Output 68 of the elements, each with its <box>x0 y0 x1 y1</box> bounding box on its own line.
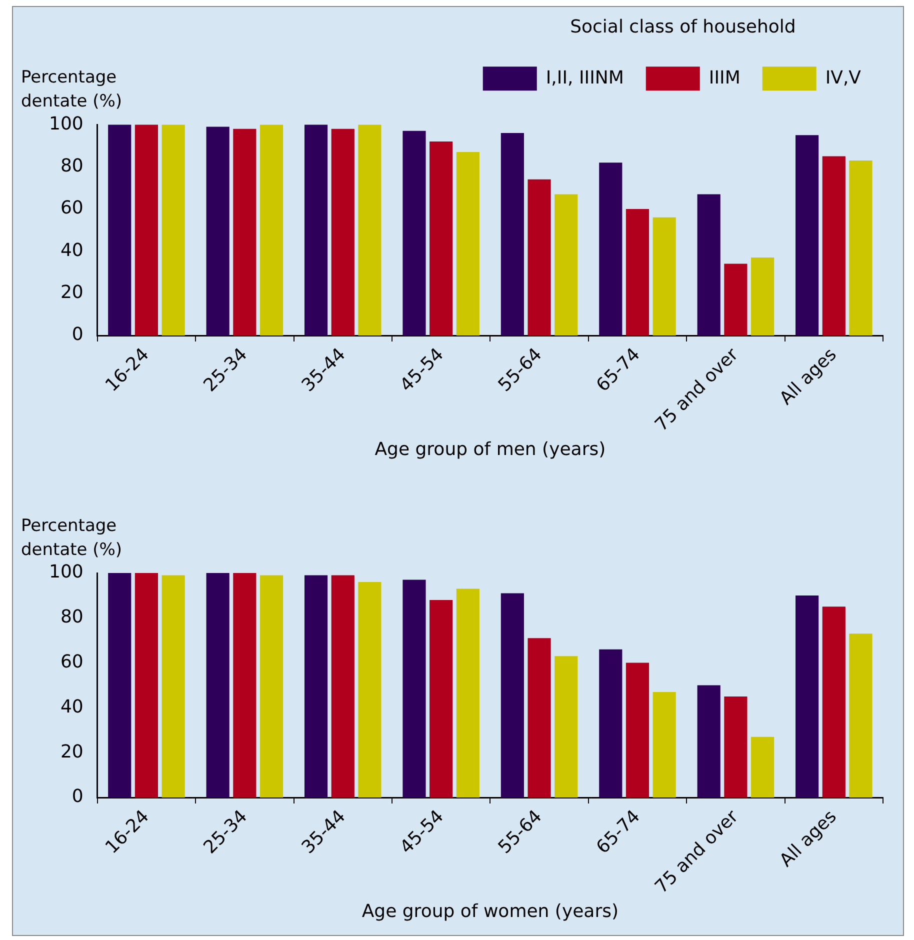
bar <box>697 685 720 798</box>
bar <box>750 257 774 336</box>
y-tick-label: 20 <box>60 741 84 762</box>
bar <box>456 152 480 336</box>
bar <box>750 736 774 798</box>
y-tick-label: 0 <box>72 786 84 808</box>
bar <box>599 162 622 336</box>
bar <box>331 575 354 798</box>
bar <box>206 126 230 336</box>
bar <box>402 580 426 798</box>
bar <box>500 593 524 798</box>
bar <box>528 179 551 336</box>
bar <box>430 600 453 798</box>
bar <box>796 595 819 798</box>
bar <box>822 156 846 336</box>
bar <box>233 573 256 798</box>
y-tick-label: 60 <box>60 651 84 672</box>
bar <box>108 573 132 798</box>
bar <box>402 130 426 336</box>
bar <box>331 128 354 336</box>
y-tick-label: 100 <box>48 113 84 134</box>
bar <box>162 575 185 798</box>
bar <box>554 194 578 336</box>
bar <box>724 264 748 336</box>
bar <box>652 217 676 336</box>
bar <box>796 135 819 336</box>
bar <box>697 194 720 336</box>
bar <box>554 656 578 798</box>
y-axis-title: Percentage dentate (%) <box>21 68 122 112</box>
bar <box>233 128 256 336</box>
y-tick-label: 60 <box>60 198 84 219</box>
bar <box>528 638 551 798</box>
bar <box>652 692 676 798</box>
bar <box>358 124 382 336</box>
y-tick-label: 40 <box>60 240 84 261</box>
legend-label: IV,V <box>825 67 862 88</box>
x-axis-title: Age group of men (years) <box>374 438 606 460</box>
legend-title: Social class of household <box>570 16 796 38</box>
bar <box>134 573 158 798</box>
legend-label: IIIM <box>708 67 740 88</box>
bar <box>430 141 453 336</box>
bar <box>304 124 328 336</box>
bar <box>599 649 622 798</box>
y-tick-label: 80 <box>60 155 84 176</box>
bar <box>206 573 230 798</box>
x-axis-title: Age group of women (years) <box>362 900 619 922</box>
bar <box>849 634 872 798</box>
bar <box>162 124 185 336</box>
bar <box>260 124 284 336</box>
bar <box>108 124 132 336</box>
bar <box>456 588 480 798</box>
bar <box>260 575 284 798</box>
bar <box>849 160 872 336</box>
bar <box>724 696 748 798</box>
legend-label: I,II, IIINM <box>546 67 624 88</box>
bar <box>134 124 158 336</box>
y-tick-label: 0 <box>72 324 84 346</box>
y-axis-title: Percentage dentate (%) <box>21 516 122 560</box>
y-tick-label: 100 <box>48 562 84 583</box>
y-tick-label: 20 <box>60 282 84 303</box>
bar <box>626 208 650 336</box>
bar <box>304 575 328 798</box>
bar <box>500 133 524 336</box>
bar <box>358 582 382 798</box>
y-tick-label: 40 <box>60 696 84 718</box>
bar <box>822 606 846 798</box>
y-tick-label: 80 <box>60 606 84 628</box>
bar <box>626 662 650 798</box>
